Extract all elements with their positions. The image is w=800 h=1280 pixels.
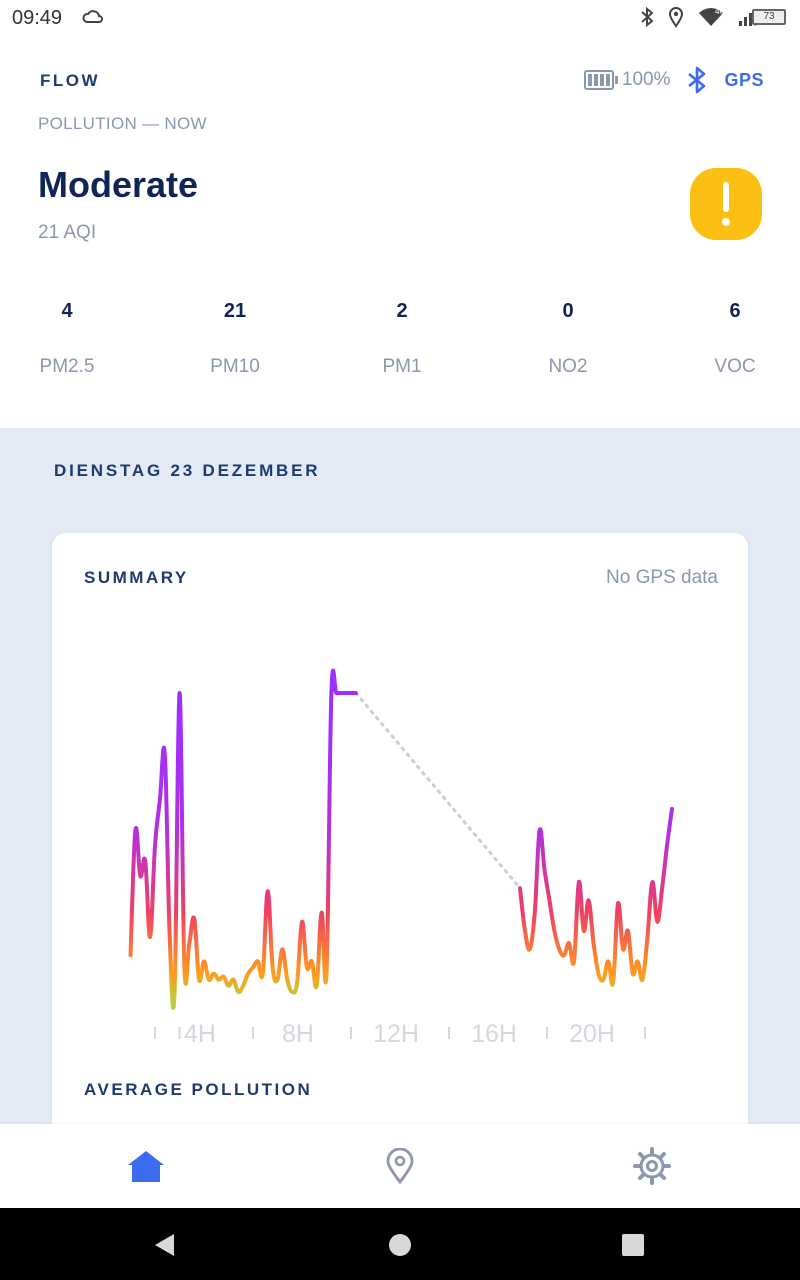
metric-label: PM1 [382, 356, 422, 377]
x-tick-label: 12H [373, 1020, 419, 1048]
device-status: 100% GPS [583, 66, 764, 94]
pollution-section-label: POLLUTION — NOW [38, 114, 207, 133]
nav-map[interactable] [378, 1146, 422, 1186]
system-navigation-bar [0, 1208, 800, 1280]
location-icon [668, 7, 684, 28]
metric-label: PM2.5 [39, 356, 95, 377]
gps-indicator: GPS [724, 69, 764, 90]
metric-value: 2 [396, 300, 408, 322]
series-line-2 [518, 806, 674, 987]
gps-status: No GPS data [606, 567, 718, 588]
status-time: 09:49 [12, 7, 63, 29]
device-battery-percent: 100% [621, 69, 671, 90]
metric-no2: 0 NO2 [508, 300, 628, 378]
data-gap-line [354, 691, 522, 890]
metric-value: 6 [729, 300, 741, 322]
summary-card[interactable]: SUMMARY No GPS data 4H 8H 12H 16H 20H AVERAG… [52, 533, 748, 1153]
status-icons: 4G [640, 6, 760, 28]
app-brand: FLOW [40, 71, 101, 90]
date-label: DIENSTAG 23 DEZEMBER [54, 461, 321, 480]
average-pollution-title: AVERAGE POLLUTION [84, 1080, 313, 1099]
bottom-navigation [0, 1124, 800, 1208]
metric-value: 21 [223, 300, 247, 322]
nav-settings[interactable] [630, 1146, 674, 1186]
metric-pm10: 21 PM10 [175, 300, 295, 378]
pollutant-metrics: 4 PM2.5 21 PM10 2 PM1 0 NO2 6 VOC [0, 300, 800, 390]
x-tick-label: 16H [471, 1020, 517, 1048]
aqi-value: 21 AQI [38, 222, 97, 243]
weather-cloud-icon [82, 10, 103, 23]
wifi-icon: 4G [699, 7, 724, 26]
metric-voc: 6 VOC [675, 300, 795, 378]
metric-label: PM10 [210, 356, 260, 377]
x-axis-ticks: 4H 8H 12H 16H 20H [154, 1020, 646, 1048]
x-tick-label: 8H [282, 1020, 314, 1048]
metric-pm1: 2 PM1 [342, 300, 462, 378]
battery-level: 73 [763, 11, 775, 22]
x-tick-label: 20H [569, 1020, 615, 1048]
metric-value: 4 [61, 300, 73, 322]
battery-icon: 73 [752, 9, 786, 25]
series-line-1 [128, 668, 358, 1010]
home-icon [128, 1151, 164, 1182]
pollution-chart[interactable]: 4H 8H 12H 16H 20H [52, 533, 748, 1053]
metric-value: 0 [562, 300, 574, 322]
gear-icon [633, 1147, 671, 1185]
pollution-level: Moderate [38, 164, 199, 205]
network-label: 4G [715, 7, 724, 16]
exclamation-alert-icon [690, 168, 762, 240]
metric-label: VOC [714, 356, 756, 377]
summary-title: SUMMARY [84, 568, 189, 587]
back-icon[interactable] [152, 1232, 178, 1258]
bluetooth-icon [641, 6, 654, 28]
nav-home[interactable] [124, 1146, 168, 1186]
home-circle-icon[interactable] [387, 1232, 413, 1258]
map-pin-icon [386, 1148, 414, 1184]
metric-label: NO2 [548, 356, 588, 377]
status-bar: 09:49 4G 73 [0, 0, 800, 36]
chart-lines [128, 668, 674, 1010]
metric-pm25: 4 PM2.5 [7, 300, 127, 378]
x-tick-label: 4H [184, 1020, 216, 1048]
bluetooth-icon [688, 66, 706, 94]
recents-icon[interactable] [620, 1232, 646, 1258]
device-battery-icon [583, 70, 618, 90]
